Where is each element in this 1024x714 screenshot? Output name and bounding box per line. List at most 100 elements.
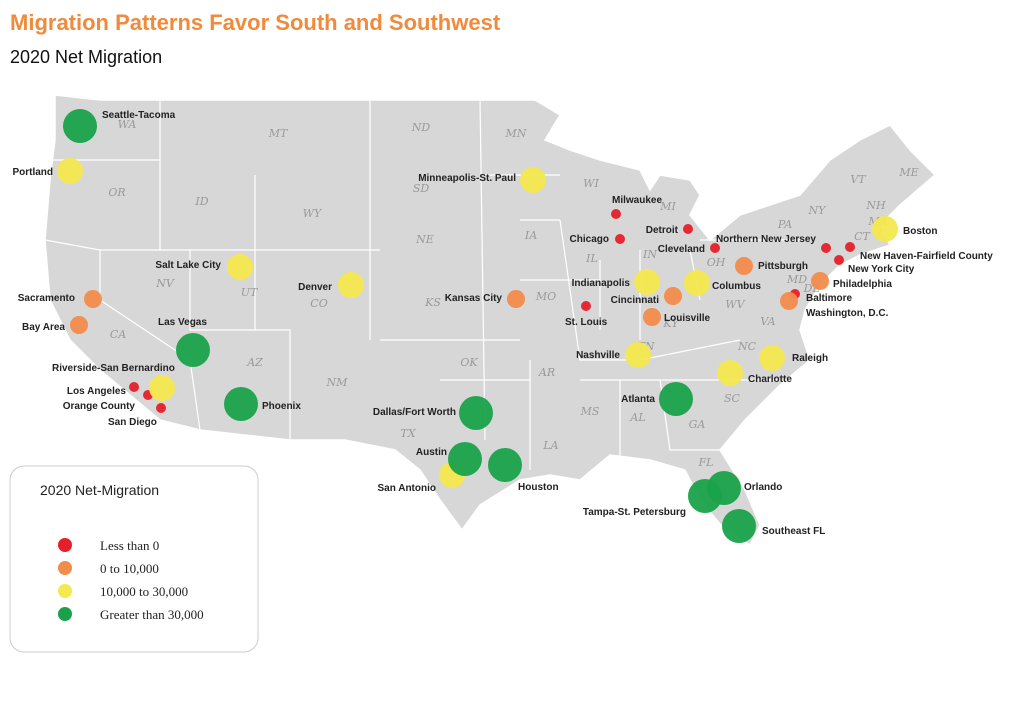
state-label: CA [110,328,126,341]
city-label: Philadelphia [833,279,892,290]
state-label: ME [898,166,918,179]
city-marker [710,243,720,253]
legend-box [9,465,259,653]
city-label: Northern New Jersey [716,234,816,245]
city-label: Nashville [576,350,620,361]
state-label: MD [786,273,807,286]
city-marker [57,158,83,184]
city-label: Denver [298,282,332,293]
city-marker [659,382,693,416]
city-marker [63,109,97,143]
state-label: TX [400,427,416,440]
city-label: New Haven-Fairfield County [860,251,993,262]
state-label: MN [505,127,527,140]
state-label: KS [424,296,441,309]
city-label: Louisville [664,313,711,324]
legend-label: 0 to 10,000 [100,561,159,576]
city-marker [581,301,591,311]
state-label: KY [662,317,680,330]
state-label: WI [583,177,599,190]
state-label: SC [724,392,741,405]
city-marker [821,243,831,253]
subtitle: 2020 Net Migration [10,47,162,67]
city-marker [338,272,364,298]
state-label: OK [460,356,478,369]
city-marker [688,479,722,513]
state-label: CO [310,297,327,310]
city-marker [643,308,661,326]
city-label: Sacramento [18,293,75,304]
state-label: NY [808,204,828,217]
city-label: Houston [518,482,559,493]
city-marker [507,290,525,308]
title: Migration Patterns Favor South and South… [10,10,501,35]
city-label: Portland [12,167,53,178]
state-label: CT [854,230,871,243]
city-marker [459,396,493,430]
state-label: AL [629,411,645,424]
state-label: VA [760,315,775,328]
city-label: Salt Lake City [155,260,221,271]
city-marker [224,387,258,421]
city-label: New York City [848,264,915,275]
city-label: Phoenix [262,401,301,412]
state-label: MI [659,200,676,213]
state-label: OH [707,256,726,269]
state-label: VT [850,173,867,186]
city-label: Bay Area [22,322,65,333]
city-label: Orlando [744,482,782,493]
city-marker [811,272,829,290]
city-marker [634,269,660,295]
city-marker [615,234,625,244]
city-marker [156,403,166,413]
state-label: NV [155,277,175,290]
city-marker [70,316,88,334]
city-label: Minneapolis-St. Paul [418,173,516,184]
city-marker [735,257,753,275]
city-label: Columbus [712,281,761,292]
city-marker [176,333,210,367]
state-label: NC [737,340,757,353]
state-label: WV [725,298,745,311]
state-label: ID [194,195,208,208]
city-label: Boston [903,226,937,237]
city-label: Indianapolis [572,278,631,289]
city-label: Dallas/Fort Worth [373,407,456,418]
city-label: Cleveland [658,244,705,255]
state-label: FL [698,456,714,469]
city-label: Atlanta [621,394,655,405]
legend-title: 2020 Net-Migration [40,482,159,498]
city-marker [488,448,522,482]
city-marker [759,345,785,371]
city-marker [520,167,546,193]
city-marker [717,360,743,386]
city-marker [129,382,139,392]
city-label: Pittsburgh [758,261,808,272]
state-label: SD [413,182,430,195]
legend-dot [58,561,72,575]
city-marker [625,342,651,368]
city-marker [780,292,798,310]
city-label: San Diego [108,417,157,428]
state-label: LA [542,439,558,452]
city-marker [448,442,482,476]
city-label: Los Angeles [67,386,127,397]
city-marker [611,209,621,219]
city-marker [149,375,175,401]
state-label: IL [585,252,598,265]
city-label: Detroit [646,225,679,236]
legend-dot [58,538,72,552]
city-label: St. Louis [565,317,608,328]
state-label: AZ [246,356,263,369]
city-label: Baltimore [806,293,853,304]
city-marker [84,290,102,308]
city-label: Milwaukee [612,195,662,206]
city-label: Southeast FL [762,526,825,537]
city-label: Washington, D.C. [806,308,889,319]
state-label: MO [535,290,556,303]
city-label: Las Vegas [158,317,207,328]
us-map [44,94,937,547]
city-label: Charlotte [748,374,792,385]
state-label: NM [326,376,349,389]
